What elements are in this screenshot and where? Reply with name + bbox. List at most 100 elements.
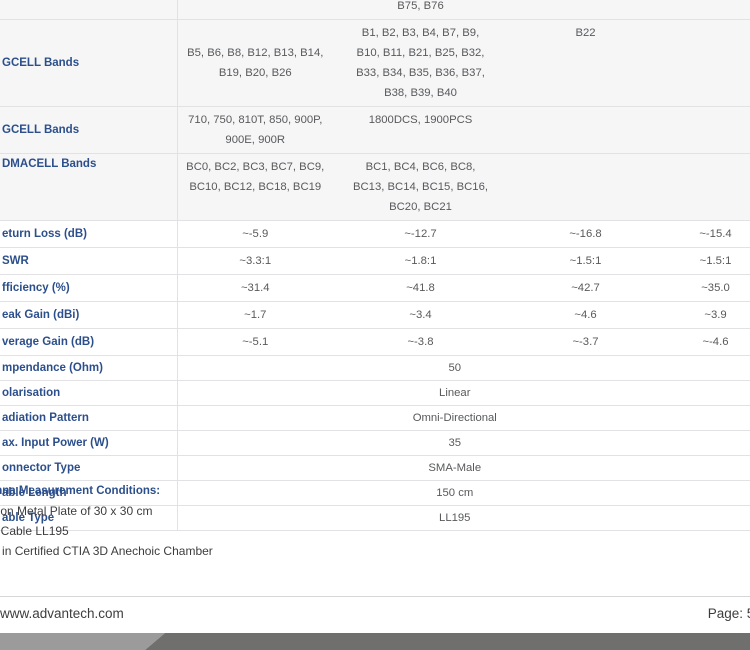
- cell-value: 1800DCS, 1900PCS: [368, 114, 473, 126]
- cell-band-col1: BC0, BC2, BC3, BC7, BC9, BC10, BC12, BC18…: [177, 153, 333, 221]
- cell-value: [663, 53, 750, 73]
- cell-band-col4: [663, 106, 750, 154]
- row-label-cell: ax. Input Power (W): [0, 430, 178, 456]
- row-label-cell: GCELL Bands: [0, 19, 178, 107]
- cell-perf-col3: ~4.6: [508, 301, 663, 329]
- cell-merged-value: SMA-Male: [177, 455, 750, 481]
- row-label-cell: DMACELL Bands: [0, 153, 178, 221]
- row-label: able Length: [2, 487, 67, 499]
- row-label: able Type: [2, 512, 55, 524]
- table-row-impedance: mpendance (Ohm) 50: [0, 355, 750, 381]
- cell-band-col3: [508, 106, 663, 154]
- cell-value: 710, 750, 810T, 850, 900P, 900E, 900R: [188, 114, 323, 146]
- row-label-cell: able Length: [0, 480, 178, 506]
- cell-perf-col3: ~42.7: [508, 274, 663, 302]
- row-label-cell: GCELL Bands: [0, 106, 178, 154]
- conditions-title: ntenna Measurement Conditions:: [0, 485, 161, 497]
- row-label-cell: olarisation: [0, 380, 178, 406]
- cell-value: B5, B6, B8, B12, B13, B14, B19, B20, B26: [187, 47, 324, 79]
- row-label-cell: onnector Type: [0, 455, 178, 481]
- cell-perf-col4: ~35.0: [663, 274, 750, 302]
- table-row-cable-length: able Length 150 cm: [0, 480, 750, 506]
- cell-perf-col2: ~1.8:1: [333, 247, 508, 275]
- row-label-cell: eak Gain (dBi): [0, 301, 178, 329]
- cell-value: 50: [448, 362, 462, 374]
- row-label-cell: able Type: [0, 505, 178, 531]
- table-row-cable-type: able Type LL195: [0, 505, 750, 531]
- cell-band-col2: B1, B2, B3, B4, B7, B9, B10, B11, B21, B2…: [333, 19, 508, 107]
- cell-value: ~3.4: [409, 309, 432, 321]
- row-label: verage Gain (dB): [2, 336, 95, 348]
- table-row-return-loss: eturn Loss (dB) ~-5.9 ~-12.7 ~-16.8 ~-15…: [0, 220, 750, 248]
- cell-perf-col2: ~3.4: [333, 301, 508, 329]
- cell-value: [178, 0, 334, 16]
- cell-perf-col2: ~41.8: [333, 274, 508, 302]
- cell-perf-col3: ~1.5:1: [508, 247, 663, 275]
- footer-divider: [0, 596, 750, 597]
- cell-value: ~-12.7: [404, 228, 437, 240]
- cell-value: ~1.5:1: [569, 255, 602, 267]
- row-label: fficiency (%): [2, 282, 70, 294]
- cell-value: [508, 120, 663, 140]
- cell-value: ~3.3:1: [239, 255, 272, 267]
- cell-value: B22: [575, 27, 596, 39]
- cell-value: ~4.6: [574, 309, 597, 321]
- table-row-lte-cell-bands: GCELL Bands B5, B6, B8, B12, B13, B14, B1…: [0, 19, 750, 107]
- cell-band-col3: [508, 0, 663, 20]
- cell-value: B1, B2, B3, B4, B7, B9, B10, B11, B21, B2…: [356, 27, 485, 99]
- cell-value: ~-16.8: [569, 228, 602, 240]
- cell-merged-value: 150 cm: [177, 480, 750, 506]
- cell-band-col2: 1800DCS, 1900PCS: [333, 106, 508, 154]
- cell-perf-col4: ~-4.6: [663, 328, 750, 356]
- row-label: GCELL Bands: [2, 124, 80, 136]
- table-row-average-gain: verage Gain (dB) ~-5.1 ~-3.8 ~-3.7 ~-4.6: [0, 328, 750, 356]
- cell-value: ~1.5:1: [699, 255, 732, 267]
- conditions-line-2: cm of Cable LL195: [0, 524, 69, 538]
- cell-merged-value: 35: [177, 430, 750, 456]
- table-row-gsm-cell-bands: GCELL Bands 710, 750, 810T, 850, 900P, 90…: [0, 106, 750, 154]
- table-row-band-continuation: B75, B76: [0, 0, 750, 20]
- table-row-cdma-cell-bands: DMACELL Bands BC0, BC2, BC3, BC7, BC9, BC…: [0, 153, 750, 221]
- cell-value: ~-4.6: [702, 336, 729, 348]
- row-label-cell: fficiency (%): [0, 274, 178, 302]
- cell-perf-col1: ~-5.9: [177, 220, 333, 248]
- cell-band-col4: [663, 153, 750, 221]
- antenna-specification-table: B75, B76 GCELL Bands B5, B6, B8, B12, B1…: [0, 0, 750, 531]
- row-label: eak Gain (dBi): [2, 309, 80, 321]
- cell-perf-col1: ~3.3:1: [177, 247, 333, 275]
- cell-perf-col3: ~-16.8: [508, 220, 663, 248]
- cell-band-col1: [177, 0, 333, 20]
- row-label-cell: SWR: [0, 247, 178, 275]
- row-label: eturn Loss (dB): [2, 228, 87, 240]
- cell-perf-col1: ~1.7: [177, 301, 333, 329]
- table-row-polarisation: olarisation Linear: [0, 380, 750, 406]
- cell-band-col4: [663, 19, 750, 107]
- cell-perf-col4: ~1.5:1: [663, 247, 750, 275]
- cell-value: ~1.8:1: [404, 255, 437, 267]
- banner-light-stripe: [0, 633, 165, 650]
- table-row-radiation-pattern: adiation Pattern Omni-Directional: [0, 405, 750, 431]
- cell-merged-value: Omni-Directional: [177, 405, 750, 431]
- cell-value: ~-15.4: [699, 228, 732, 240]
- cell-value: ~31.4: [240, 282, 270, 294]
- cell-band-col2: B75, B76: [333, 0, 508, 20]
- cell-merged-value: Linear: [177, 380, 750, 406]
- cell-value: [508, 0, 663, 16]
- cell-perf-col1: ~-5.1: [177, 328, 333, 356]
- cell-perf-col4: ~-15.4: [663, 220, 750, 248]
- cell-value: ~-3.8: [407, 336, 434, 348]
- cell-value: Linear: [439, 387, 471, 399]
- conditions-line-3: asured in Certified CTIA 3D Anechoic Cha…: [0, 544, 213, 558]
- row-label: olarisation: [2, 387, 61, 399]
- cell-value: ~42.7: [571, 282, 600, 294]
- spec-table-body: B75, B76 GCELL Bands B5, B6, B8, B12, B1…: [0, 0, 750, 531]
- cell-value: ~-5.1: [242, 336, 269, 348]
- row-label: mpendance (Ohm): [2, 362, 103, 374]
- cell-perf-col3: ~-3.7: [508, 328, 663, 356]
- cell-value: [508, 177, 663, 197]
- row-label: GCELL Bands: [2, 57, 80, 69]
- footer-website-link[interactable]: www.advantech.com: [0, 606, 124, 621]
- cell-value: [663, 120, 750, 140]
- table-row-connector-type: onnector Type SMA-Male: [0, 455, 750, 481]
- cell-band-col1: B5, B6, B8, B12, B13, B14, B19, B20, B26: [177, 19, 333, 107]
